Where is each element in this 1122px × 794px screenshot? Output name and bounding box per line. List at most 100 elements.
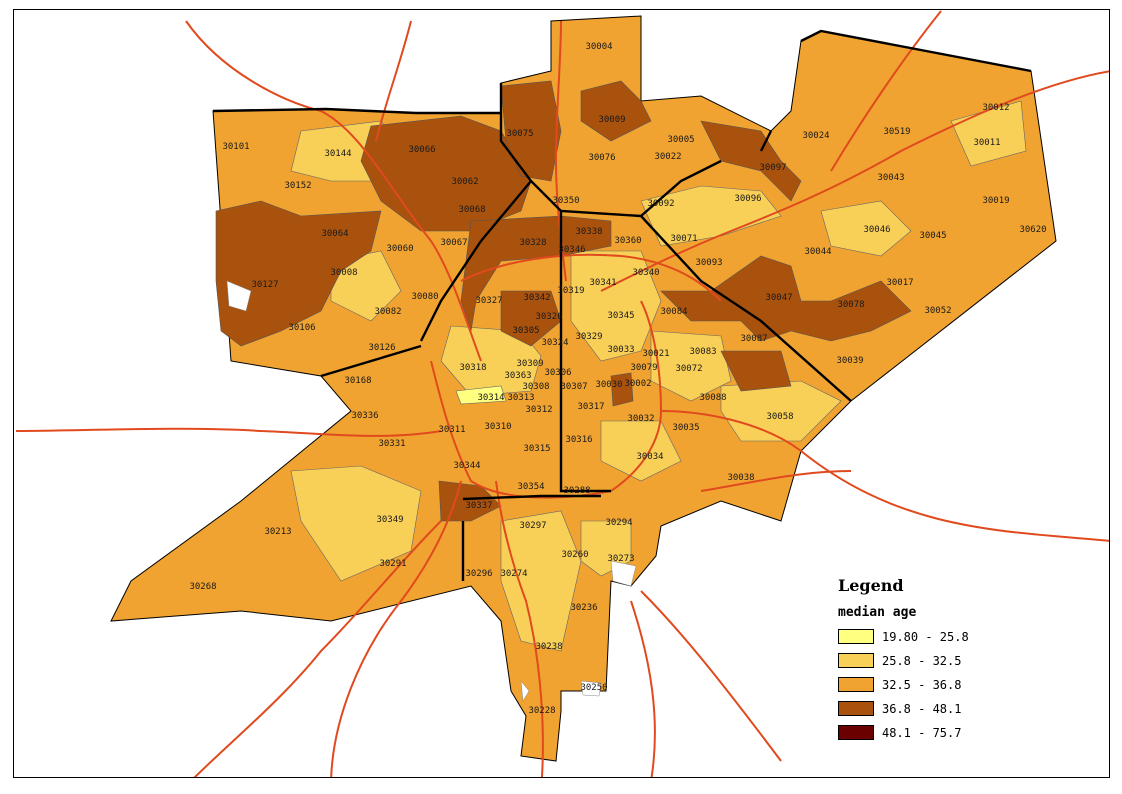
zip-label-30327: 30327 [475, 296, 502, 306]
zip-label-30274: 30274 [500, 569, 527, 579]
highway-road [375, 20, 412, 142]
county-border [800, 29, 1032, 73]
zip-label-30062: 30062 [451, 177, 478, 187]
highway-road [600, 70, 1109, 292]
zip-label-30067: 30067 [440, 238, 467, 248]
map-gap [226, 280, 252, 312]
highway-road [630, 600, 656, 777]
zip-label-30309: 30309 [516, 359, 543, 369]
zip-label-30310: 30310 [484, 422, 511, 432]
zip-label-30324: 30324 [541, 338, 568, 348]
zip-label-30294: 30294 [605, 518, 632, 528]
zip-label-30268: 30268 [189, 582, 216, 592]
map-gap [580, 680, 602, 697]
highway-road [640, 590, 782, 762]
zip-region-36-48 [700, 120, 802, 202]
zip-label-30354: 30354 [517, 482, 544, 492]
zip-regions [110, 15, 1057, 762]
zip-region-25-32 [820, 200, 912, 257]
zip-label-30035: 30035 [672, 423, 699, 433]
zip-label-30236: 30236 [570, 603, 597, 613]
legend-label: 25.8 - 32.5 [882, 653, 962, 668]
zip-label-30024: 30024 [802, 131, 829, 141]
highway-road [15, 427, 442, 437]
zip-label-30620: 30620 [1019, 225, 1046, 235]
legend-class-5: 48.1 - 75.7 [838, 724, 1038, 741]
highway-road [660, 410, 1109, 542]
zip-label-30047: 30047 [765, 293, 792, 303]
zip-region-25-32 [290, 465, 422, 582]
legend-class-1: 19.80 - 25.8 [838, 628, 1038, 645]
zip-label-30093: 30093 [695, 258, 722, 268]
choropleth-map: 30004 30009 30005 30075 30076 30022 30097 30024… [15, 10, 1109, 777]
county-border [759, 130, 773, 152]
legend-label: 36.8 - 48.1 [882, 701, 962, 716]
zip-label-30238: 30238 [535, 642, 562, 652]
legend-class-3: 32.5 - 36.8 [838, 676, 1038, 693]
zip-label-30315: 30315 [523, 444, 550, 454]
zip-region-36-48 [660, 255, 912, 342]
zip-label-30331: 30331 [378, 439, 405, 449]
highway-road [495, 480, 544, 777]
zip-region-25-32 [640, 185, 782, 247]
zip-region-25-32 [500, 510, 582, 652]
zip-region-25-32 [570, 250, 662, 362]
zip-label-30319: 30319 [557, 286, 584, 296]
legend-title: Legend [838, 576, 904, 595]
legend-classes: 19.80 - 25.8 25.8 - 32.5 32.5 - 36.8 36.… [838, 628, 1038, 741]
legend-subtitle: median age [838, 605, 917, 620]
zip-label-30005: 30005 [667, 135, 694, 145]
legend-label: 19.80 - 25.8 [882, 629, 969, 644]
zip-label-30075: 30075 [506, 129, 533, 139]
zip-label-30296: 30296 [465, 569, 492, 579]
zip-label-30328: 30328 [519, 238, 546, 248]
zip-label-30316: 30316 [565, 435, 592, 445]
map-legend: Legend median age 19.80 - 25.8 25.8 - 32… [838, 576, 1038, 756]
zip-label-30260: 30260 [561, 550, 588, 560]
zip-label-30342: 30342 [523, 293, 550, 303]
zip-label-30317: 30317 [577, 402, 604, 412]
zip-label-30329: 30329 [575, 332, 602, 342]
legend-label: 48.1 - 75.7 [882, 725, 962, 740]
zip-label-30273: 30273 [607, 554, 634, 564]
county-border [320, 344, 422, 378]
legend-swatch [838, 653, 874, 668]
zip-label-30083: 30083 [689, 347, 716, 357]
zip-label-30360: 30360 [614, 236, 641, 246]
zip-label-30336: 30336 [351, 411, 378, 421]
zip-region-36-48 [720, 350, 792, 392]
zip-label-30344: 30344 [453, 461, 480, 471]
zip-label-30305: 30305 [512, 326, 539, 336]
zip-label-30072: 30072 [675, 364, 702, 374]
zip-label-30045: 30045 [919, 231, 946, 241]
legend-swatch [838, 629, 874, 644]
zip-label-30034: 30034 [636, 452, 663, 462]
highway-road [830, 10, 942, 172]
zip-label-30308: 30308 [522, 382, 549, 392]
zip-region-36-48 [438, 480, 502, 522]
zip-label-30080: 30080 [411, 292, 438, 302]
county-borders [212, 29, 1032, 581]
zip-label-30101: 30101 [222, 142, 249, 152]
zip-label-30306: 30306 [544, 368, 571, 378]
zip-label-30297: 30297 [519, 521, 546, 531]
county-border [212, 107, 501, 115]
legend-class-2: 25.8 - 32.5 [838, 652, 1038, 669]
zip-label-30039: 30039 [836, 356, 863, 366]
highway-road [185, 20, 482, 362]
zip-region-36-48 [500, 80, 562, 182]
highway-lines [15, 10, 1109, 777]
zip-label-30079: 30079 [630, 363, 657, 373]
zip-label-30363: 30363 [504, 371, 531, 381]
map-gap [520, 680, 530, 702]
legend-swatch [838, 701, 874, 716]
zip-label-30345: 30345 [607, 311, 634, 321]
zip-label-30038: 30038 [727, 473, 754, 483]
zip-label-30052: 30052 [924, 306, 951, 316]
zip-label-30021: 30021 [642, 349, 669, 359]
legend-swatch [838, 725, 874, 740]
zip-label-30060: 30060 [386, 244, 413, 254]
map-frame: 30004 30009 30005 30075 30076 30022 30097 30024… [13, 9, 1110, 778]
zip-labels: 30004 30009 30005 30075 30076 30022 30097 30024… [189, 42, 1046, 716]
highway-road [330, 480, 462, 777]
